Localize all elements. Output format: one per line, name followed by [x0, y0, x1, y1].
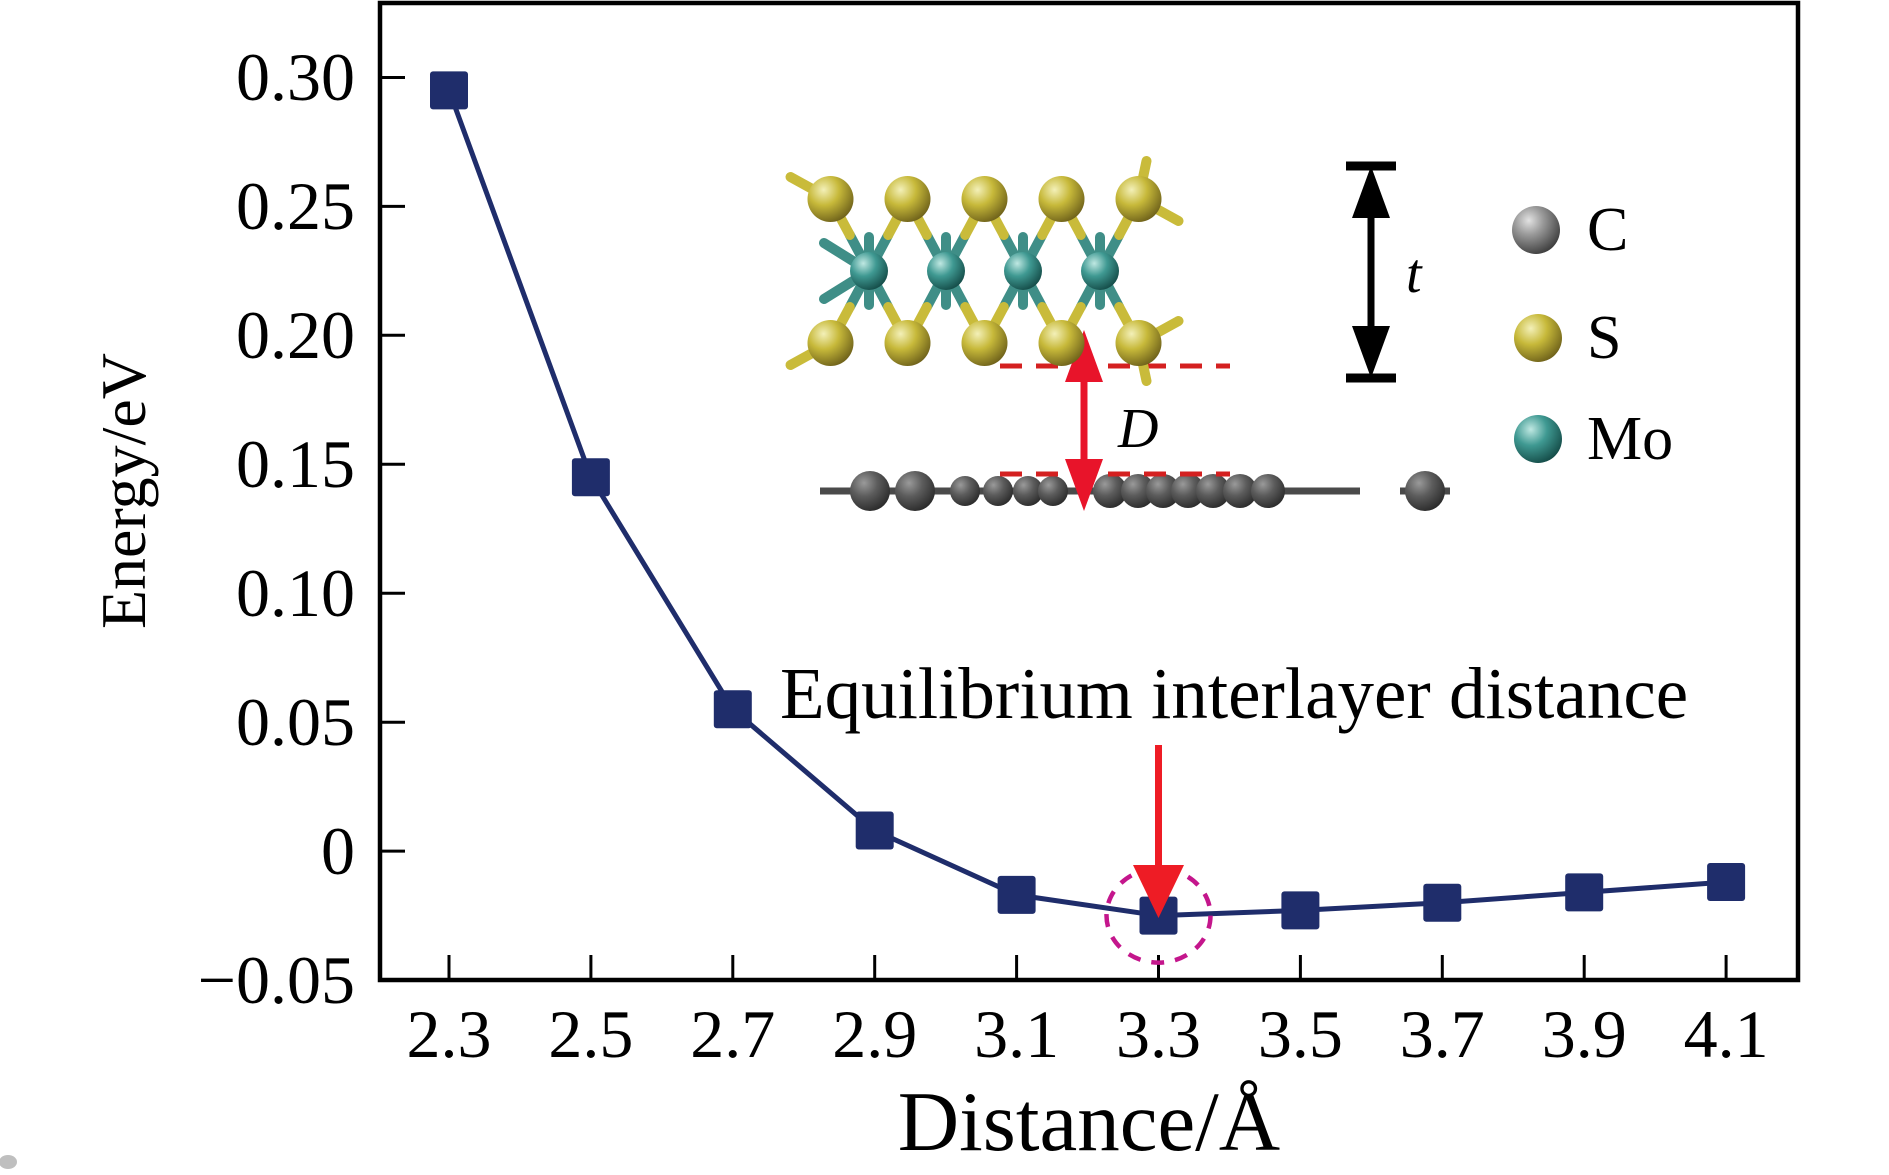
- svg-text:D: D: [1117, 398, 1158, 460]
- svg-text:0.15: 0.15: [236, 426, 355, 502]
- svg-text:Mo: Mo: [1587, 405, 1673, 473]
- svg-text:2.9: 2.9: [832, 996, 917, 1072]
- svg-text:2.7: 2.7: [690, 996, 775, 1072]
- svg-text:t: t: [1406, 243, 1423, 305]
- svg-text:0.25: 0.25: [236, 168, 355, 244]
- svg-text:2.5: 2.5: [548, 996, 633, 1072]
- svg-text:Energy/eV: Energy/eV: [88, 353, 159, 629]
- svg-text:2.3: 2.3: [407, 996, 492, 1072]
- svg-text:4.1: 4.1: [1684, 996, 1769, 1072]
- svg-text:3.9: 3.9: [1542, 996, 1627, 1072]
- svg-text:−0.05: −0.05: [198, 942, 355, 1018]
- svg-text:0.05: 0.05: [236, 684, 355, 760]
- svg-text:Equilibrium interlayer distanc: Equilibrium interlayer distance: [780, 653, 1688, 734]
- svg-text:0.10: 0.10: [236, 555, 355, 631]
- svg-text:S: S: [1587, 304, 1621, 372]
- svg-text:3.3: 3.3: [1116, 996, 1201, 1072]
- svg-text:3.1: 3.1: [974, 996, 1059, 1072]
- svg-text:0.30: 0.30: [236, 39, 355, 115]
- svg-text:3.5: 3.5: [1258, 996, 1343, 1072]
- svg-text:0: 0: [321, 813, 355, 889]
- svg-text:C: C: [1587, 196, 1628, 264]
- svg-text:0.20: 0.20: [236, 297, 355, 373]
- svg-text:Distance/Å: Distance/Å: [898, 1075, 1280, 1169]
- svg-text:3.7: 3.7: [1400, 996, 1485, 1072]
